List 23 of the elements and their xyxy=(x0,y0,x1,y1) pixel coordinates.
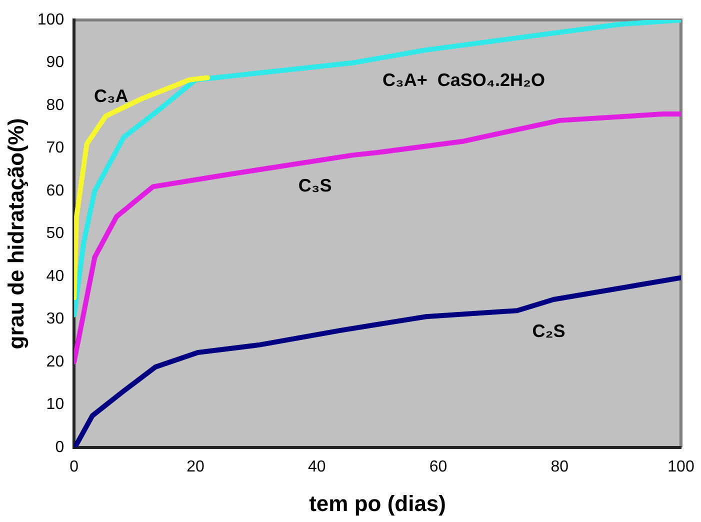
y-axis-title: grau de hidratação(%) xyxy=(3,118,28,350)
y-tick-label: 20 xyxy=(46,353,64,370)
x-tick-label: 40 xyxy=(308,458,326,476)
y-tick-label: 0 xyxy=(55,438,64,456)
x-tick-label: 20 xyxy=(186,458,204,476)
y-tick-label: 50 xyxy=(46,225,64,242)
x-tick-label: 60 xyxy=(429,458,448,476)
y-tick-label: 60 xyxy=(46,182,64,200)
y-tick-label: 100 xyxy=(37,11,64,28)
y-tick-label: 30 xyxy=(46,310,64,328)
x-tick-label: 0 xyxy=(70,458,79,476)
series-label: C₂S xyxy=(532,320,566,341)
series-label: C₃S xyxy=(298,176,332,196)
series-label: C₃A+ CaSO₄.2H₂O xyxy=(382,70,545,90)
x-tick-label: 100 xyxy=(668,458,694,476)
series-label: C₃A xyxy=(94,86,128,106)
y-tick-label: 40 xyxy=(46,268,64,285)
y-tick-label: 80 xyxy=(46,96,64,114)
y-tick-label: 70 xyxy=(46,140,64,157)
x-tick-label: 80 xyxy=(550,458,569,476)
y-tick-label: 90 xyxy=(46,54,64,72)
y-tick-label: 10 xyxy=(46,396,64,414)
x-axis-title: tem po (dias) xyxy=(309,490,446,516)
